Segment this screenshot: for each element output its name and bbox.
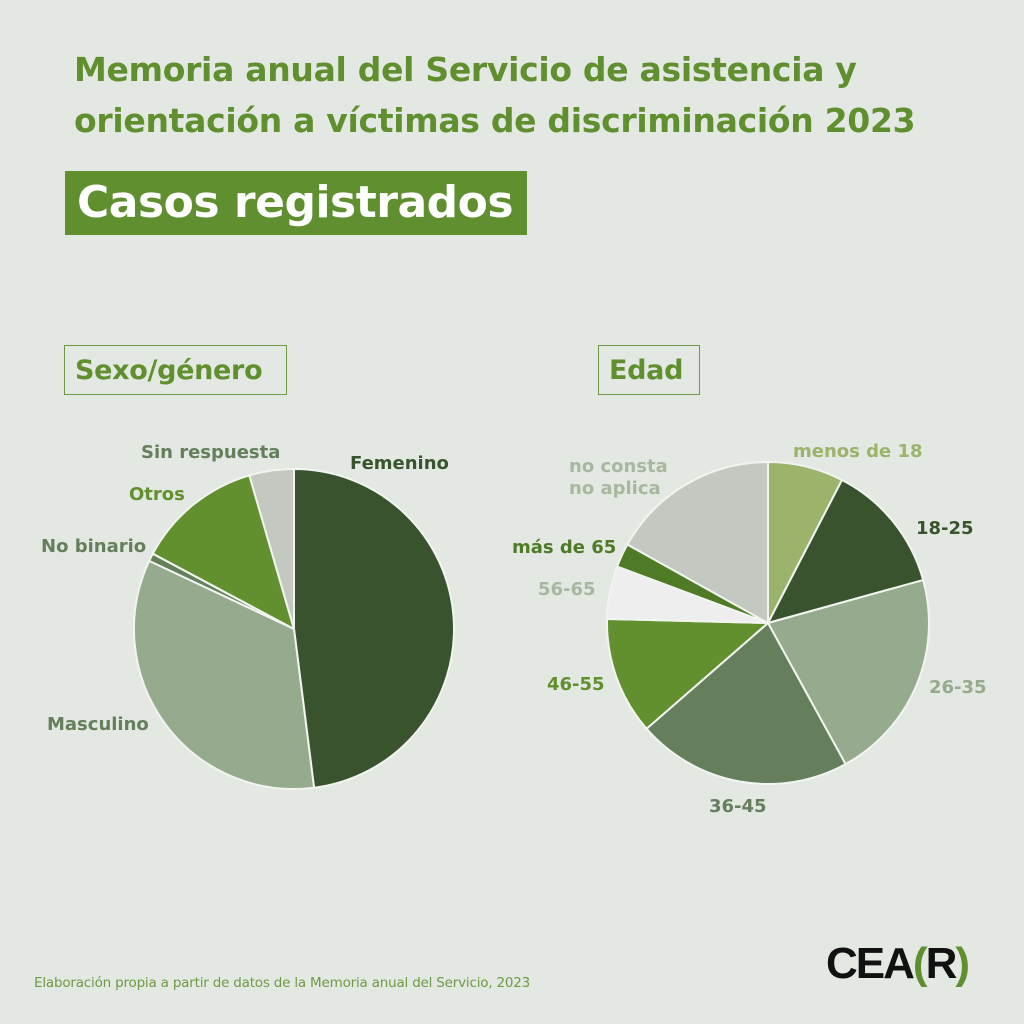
- label-26-35: 26-35: [929, 677, 987, 698]
- main-title: Memoria anual del Servicio de asistencia…: [74, 44, 974, 146]
- label-no-aplica: no aplica: [569, 478, 661, 499]
- pie-slice-femenino: [293, 468, 455, 789]
- title-line-1: Memoria anual del Servicio de asistencia…: [74, 50, 857, 89]
- label-menos-de-18: menos de 18: [793, 441, 923, 462]
- label-56-65: 56-65: [538, 579, 596, 600]
- sexo-genero-pie: [133, 468, 455, 790]
- pie-slice-26-35: [767, 579, 930, 766]
- logo-letter: R: [925, 939, 958, 988]
- sexo-genero-heading: Sexo/género: [64, 345, 287, 395]
- label-no-consta-no-aplica: no consta no aplica: [569, 456, 668, 500]
- logo-text: CEA: [826, 939, 915, 988]
- edad-pie: [606, 461, 930, 785]
- pie-slice-sin-respuesta: [248, 468, 295, 630]
- label-femenino: Femenino: [350, 453, 449, 474]
- pie-slice-36-45: [645, 622, 847, 785]
- title-line-2: orientación a víctimas de discriminación…: [74, 101, 916, 140]
- pie-slice-no-consta-no-aplica: [626, 461, 769, 624]
- label-no-binario: No binario: [41, 536, 147, 557]
- section-banner: Casos registrados: [65, 171, 528, 235]
- edad-heading: Edad: [598, 345, 700, 395]
- label-otros: Otros: [129, 484, 185, 505]
- label-no-consta: no consta: [569, 456, 668, 477]
- logo-bracket-close: ): [955, 939, 970, 988]
- cear-logo: CEA(R): [826, 939, 970, 989]
- label-18-25: 18-25: [916, 518, 974, 539]
- logo-bracket-open: (: [912, 939, 928, 988]
- label-sin-respuesta: Sin respuesta: [141, 442, 281, 463]
- label-masculino: Masculino: [47, 714, 149, 735]
- label-36-45: 36-45: [709, 796, 767, 817]
- pie-slice-46-55: [606, 617, 769, 730]
- source-note: Elaboración propia a partir de datos de …: [34, 975, 531, 991]
- label-mas-de-65: más de 65: [512, 537, 617, 558]
- label-46-55: 46-55: [547, 674, 605, 695]
- pie-slice-otros: [151, 474, 295, 630]
- pie-slice-18-25: [767, 479, 925, 624]
